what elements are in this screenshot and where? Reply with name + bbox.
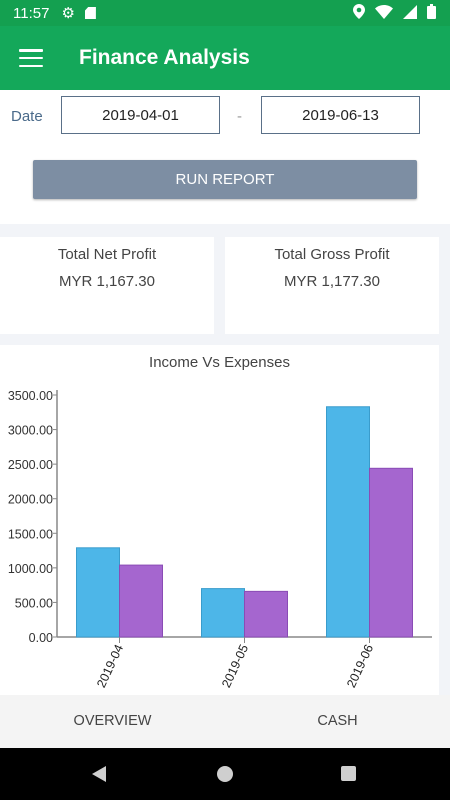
income-expense-chart-card: Income Vs Expenses 0.00 500.00 1000.00 1500…	[0, 345, 439, 695]
run-report-button[interactable]: RUN REPORT	[33, 160, 417, 199]
y-tick-label: 2500.00	[8, 458, 53, 472]
recents-icon[interactable]	[341, 766, 356, 781]
bottom-nav: OVERVIEW CASH	[0, 695, 450, 748]
y-tick-label: 3000.00	[8, 424, 53, 438]
app-bar: Finance Analysis	[0, 26, 450, 90]
battery-icon	[427, 4, 436, 19]
bar-2019-05-series-1	[244, 590, 288, 638]
menu-icon[interactable]	[19, 49, 43, 67]
sd-card-icon	[84, 7, 96, 19]
bar-2019-04-series-0	[76, 547, 120, 638]
gross-profit-value: MYR 1,177.30	[284, 273, 380, 290]
x-tick-label: 2019-04	[94, 642, 126, 690]
gross-profit-card: Total Gross Profit MYR 1,177.30	[225, 237, 439, 334]
chart-title: Income Vs Expenses	[149, 354, 290, 371]
tab-overview[interactable]: OVERVIEW	[73, 713, 152, 729]
bar-2019-06-series-1	[369, 467, 413, 638]
bar-2019-05-series-0	[201, 588, 245, 638]
tab-cash[interactable]: CASH	[317, 713, 358, 729]
net-profit-label: Total Net Profit	[57, 246, 157, 263]
signal-icon	[403, 4, 417, 19]
gear-icon: ⚙	[61, 5, 75, 22]
x-tick-label: 2019-06	[344, 642, 376, 690]
y-tick-label: 3500.00	[8, 389, 53, 403]
date-separator: -	[237, 108, 242, 125]
start-date-input[interactable]: 2019-04-01	[61, 96, 220, 134]
bar-2019-06-series-0	[326, 406, 370, 638]
back-icon[interactable]	[92, 766, 106, 782]
y-tick-label: 500.00	[15, 596, 53, 610]
y-tick-label: 0.00	[29, 631, 53, 645]
y-tick-label: 1000.00	[8, 562, 53, 576]
y-tick-label: 2000.00	[8, 493, 53, 507]
y-tick-label: 1500.00	[8, 527, 53, 541]
gross-profit-label: Total Gross Profit	[274, 246, 390, 263]
page-title: Finance Analysis	[79, 46, 250, 69]
end-date-input[interactable]: 2019-06-13	[261, 96, 420, 134]
date-label: Date	[11, 108, 43, 125]
x-tick-label: 2019-05	[219, 642, 251, 690]
bar-2019-04-series-1	[119, 564, 163, 638]
wifi-icon	[375, 4, 393, 19]
home-icon[interactable]	[217, 766, 233, 782]
location-icon	[353, 4, 365, 19]
status-time: 11:57	[13, 4, 50, 22]
status-bar: 11:57 ⚙	[0, 0, 450, 26]
net-profit-value: MYR 1,167.30	[59, 273, 155, 290]
income-expense-chart: 0.00 500.00 1000.00 1500.00 2000.00 2500.00 30…	[8, 389, 432, 690]
net-profit-card: Total Net Profit MYR 1,167.30	[0, 237, 214, 334]
